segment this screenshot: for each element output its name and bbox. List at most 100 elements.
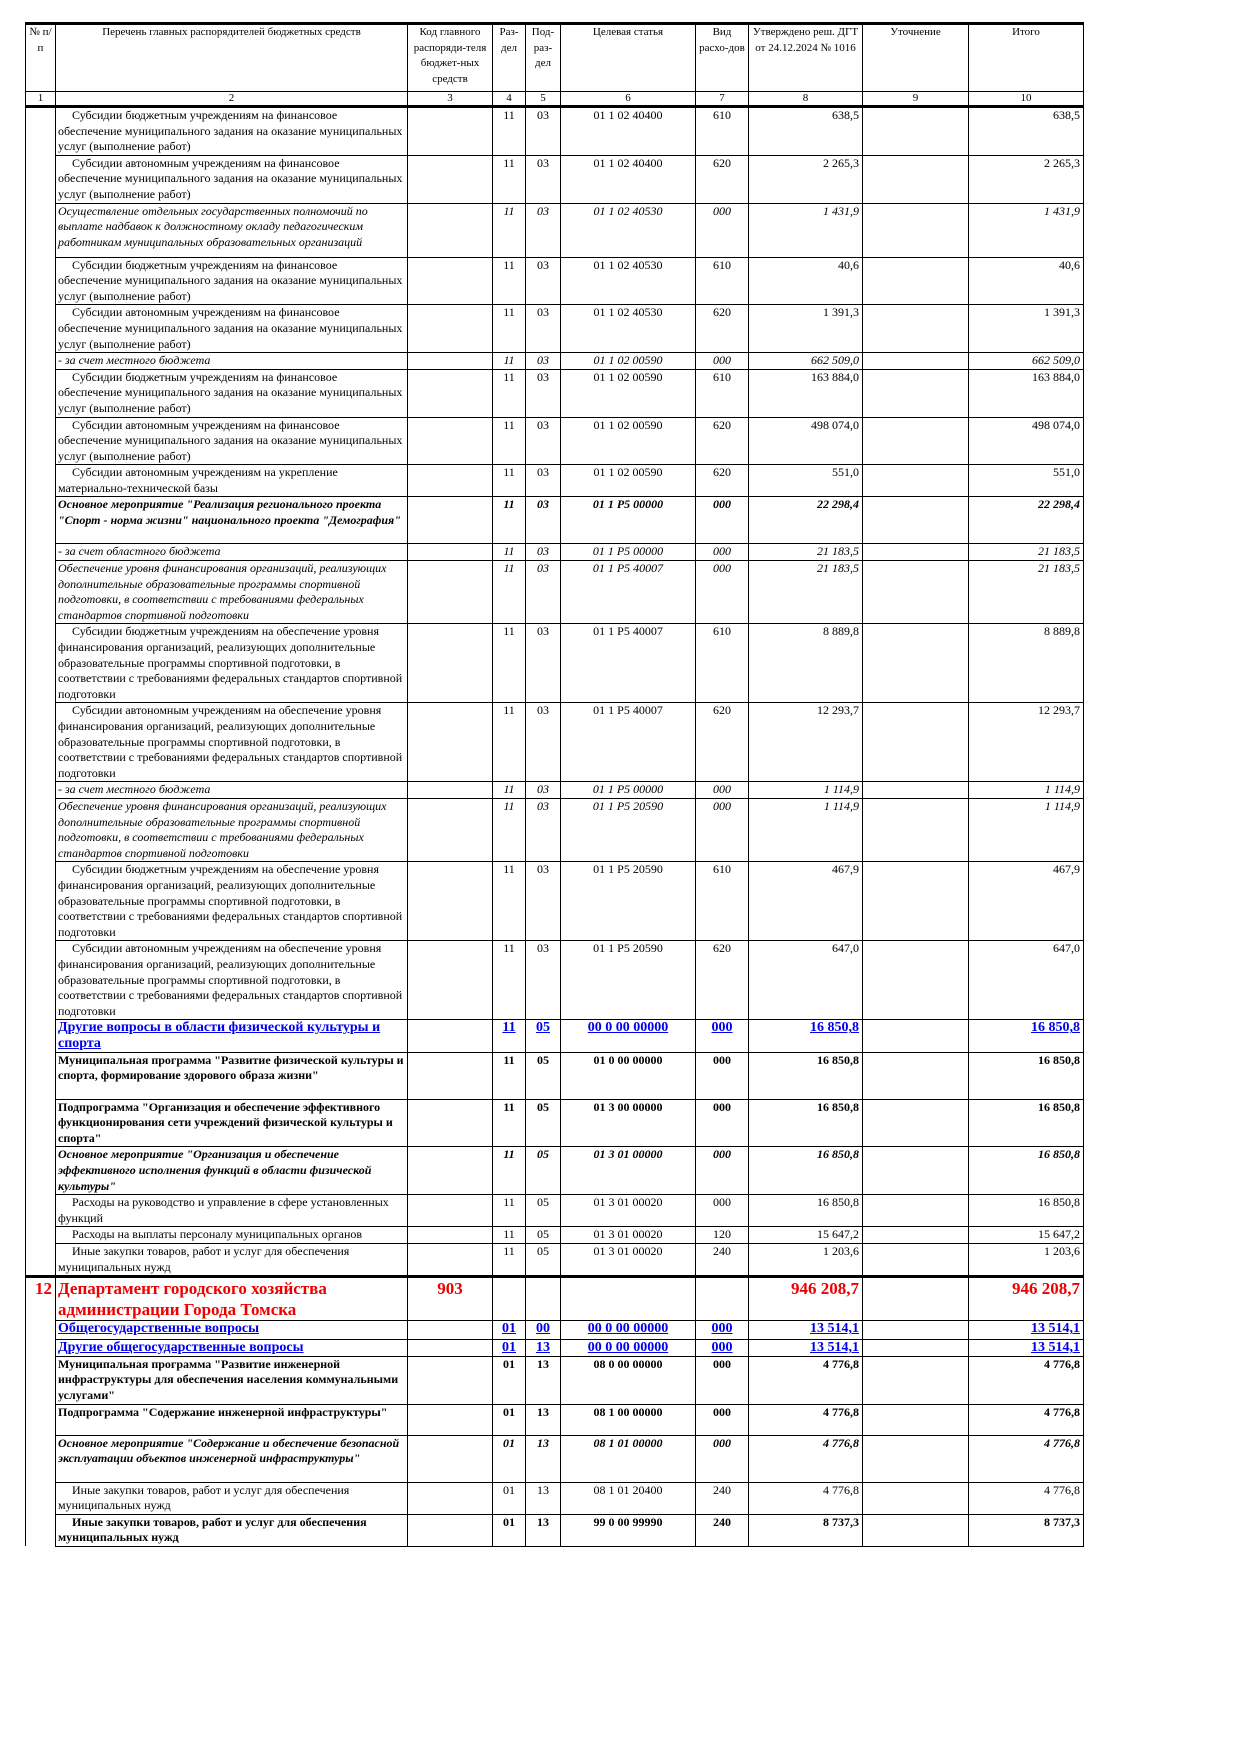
row-code — [407, 416, 493, 466]
row-approved: 13 514,1 — [748, 1320, 863, 1341]
row-adjustment — [862, 106, 969, 156]
row-approved: 15 647,2 — [748, 1226, 863, 1244]
row-number — [25, 1194, 56, 1227]
row-total: 498 074,0 — [968, 416, 1084, 466]
row-type: 620 — [695, 464, 749, 498]
row-total: 13 514,1 — [968, 1339, 1084, 1357]
row-podrazdel: 05 — [525, 1051, 561, 1100]
row-total: 22 298,4 — [968, 496, 1084, 545]
table-body: Субсидии бюджетным учреждениям на финанс… — [25, 106, 1084, 1547]
row-target: 99 0 00 99990 — [560, 1513, 696, 1547]
row-razdel: 11 — [492, 940, 526, 1021]
row-approved: 21 183,5 — [748, 560, 863, 625]
row-razdel: 11 — [492, 496, 526, 545]
row-approved: 1 203,6 — [748, 1242, 863, 1278]
header-type: Вид расхо-дов — [695, 22, 749, 92]
row-target: 01 1 02 00590 — [560, 352, 696, 370]
row-type: 610 — [695, 623, 749, 704]
row-total: 4 776,8 — [968, 1434, 1084, 1483]
row-target: 01 3 00 00000 — [560, 1098, 696, 1148]
row-name: Расходы на руководство и управление в сф… — [55, 1194, 408, 1228]
row-adjustment — [862, 352, 969, 370]
row-name: Иные закупки товаров, работ и услуг для … — [55, 1513, 408, 1547]
row-code — [407, 202, 493, 258]
row-code — [407, 623, 493, 704]
row-razdel: 01 — [492, 1403, 526, 1436]
row-target — [560, 1275, 696, 1322]
row-type — [695, 1275, 749, 1322]
row-adjustment — [862, 798, 969, 863]
row-approved: 946 208,7 — [748, 1275, 863, 1322]
header-row: № п/п Перечень главных распорядителей бю… — [25, 22, 1084, 92]
row-total: 12 293,7 — [968, 702, 1084, 783]
row-razdel: 11 — [492, 1194, 526, 1228]
row-name: Субсидии автономным учреждениям на финан… — [55, 154, 408, 204]
row-approved: 1 114,9 — [748, 798, 863, 863]
row-number — [25, 1482, 56, 1515]
row-podrazdel: 05 — [525, 1242, 561, 1278]
row-name: Обеспечение уровня финансирования органи… — [55, 560, 408, 625]
row-razdel: 11 — [492, 106, 526, 156]
row-number — [25, 1514, 56, 1547]
row-podrazdel: 00 — [525, 1320, 561, 1341]
row-adjustment — [862, 702, 969, 783]
row-target: 08 0 00 00000 — [560, 1355, 696, 1405]
row-name: - за счет областного бюджета — [55, 543, 408, 562]
row-code — [407, 1320, 493, 1341]
colnum: 1 — [25, 91, 56, 108]
row-name: Другие вопросы в области физической куль… — [55, 1019, 408, 1053]
row-razdel: 11 — [492, 1051, 526, 1100]
row-approved: 1 431,9 — [748, 202, 863, 258]
row-approved: 12 293,7 — [748, 702, 863, 783]
row-total: 15 647,2 — [968, 1226, 1084, 1244]
row-name: Субсидии бюджетным учреждениям на финанс… — [55, 368, 408, 418]
table-row: Основное мероприятие "Организация и обес… — [25, 1146, 1084, 1196]
colnum: 10 — [968, 91, 1084, 108]
row-number — [25, 560, 56, 624]
table-row: - за счет местного бюджета 11 03 01 1 P5 00… — [25, 781, 1084, 800]
row-total: 638,5 — [968, 106, 1084, 156]
row-adjustment — [862, 560, 969, 625]
row-name: Субсидии бюджетным учреждениям на обеспе… — [55, 861, 408, 942]
row-name: Субсидии автономным учреждениям на финан… — [55, 304, 408, 354]
row-total: 16 850,8 — [968, 1146, 1084, 1196]
row-approved: 4 776,8 — [748, 1403, 863, 1436]
row-approved: 638,5 — [748, 106, 863, 156]
row-podrazdel: 13 — [525, 1355, 561, 1405]
row-razdel: 11 — [492, 798, 526, 863]
row-podrazdel: 13 — [525, 1434, 561, 1483]
row-approved: 467,9 — [748, 861, 863, 942]
row-total: 647,0 — [968, 940, 1084, 1021]
row-total: 21 183,5 — [968, 560, 1084, 625]
row-total: 1 391,3 — [968, 304, 1084, 354]
row-total: 4 776,8 — [968, 1481, 1084, 1515]
row-type: 000 — [695, 1098, 749, 1148]
header-razdel: Раз-дел — [492, 22, 526, 92]
table-row: - за счет местного бюджета 11 03 01 1 02 00… — [25, 352, 1084, 370]
row-approved: 16 850,8 — [748, 1146, 863, 1196]
row-number — [25, 543, 56, 561]
row-approved: 22 298,4 — [748, 496, 863, 545]
row-adjustment — [862, 464, 969, 498]
row-razdel: 11 — [492, 1242, 526, 1278]
row-adjustment — [862, 154, 969, 204]
header-num: № п/п — [25, 22, 56, 92]
row-type: 620 — [695, 304, 749, 354]
row-target: 01 3 01 00020 — [560, 1242, 696, 1278]
row-code — [407, 1019, 493, 1053]
budget-table: № п/п Перечень главных распорядителей бю… — [25, 22, 1084, 1547]
row-type: 620 — [695, 154, 749, 204]
row-razdel — [492, 1275, 526, 1322]
row-total: 16 850,8 — [968, 1051, 1084, 1100]
row-name: Муниципальная программа "Развитие физиче… — [55, 1051, 408, 1100]
row-target: 01 0 00 00000 — [560, 1051, 696, 1100]
row-total: 16 850,8 — [968, 1098, 1084, 1148]
header-code: Код главного распоряди-теля бюджет-ных с… — [407, 22, 493, 92]
row-adjustment — [862, 304, 969, 354]
row-type: 000 — [695, 1194, 749, 1228]
row-name: Иные закупки товаров, работ и услуг для … — [55, 1481, 408, 1515]
table-row: Расходы на выплаты персоналу муниципальн… — [25, 1226, 1084, 1244]
row-approved: 647,0 — [748, 940, 863, 1021]
row-name: Основное мероприятие "Организация и обес… — [55, 1146, 408, 1196]
row-razdel: 01 — [492, 1434, 526, 1483]
